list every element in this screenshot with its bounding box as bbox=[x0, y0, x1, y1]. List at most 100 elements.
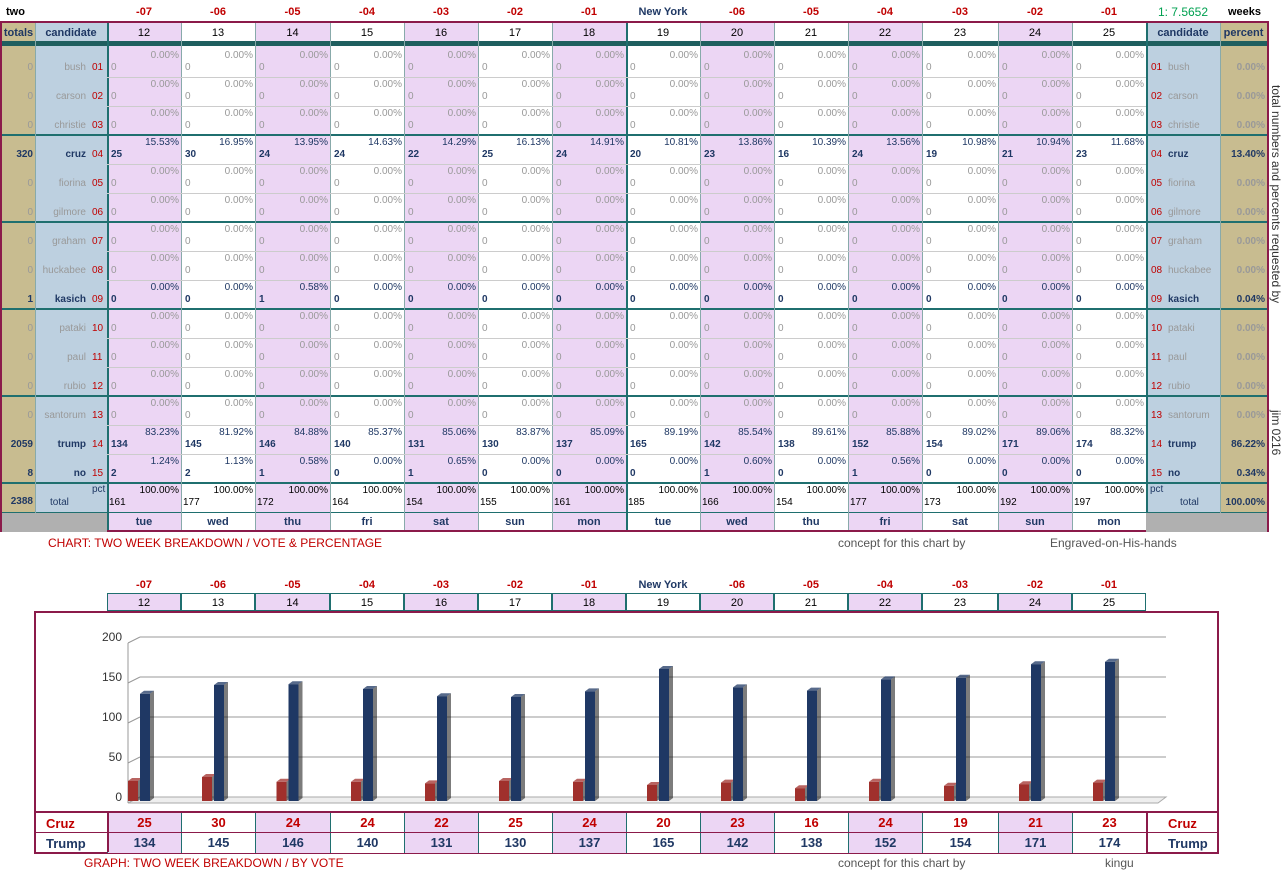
cell-count: 0 bbox=[334, 207, 340, 218]
bar-trump bbox=[1031, 664, 1041, 801]
cell-percent: 0.00% bbox=[447, 369, 476, 380]
cell-percent: 0.00% bbox=[447, 398, 476, 409]
weekday: wed bbox=[726, 516, 748, 528]
graph-day: 19 bbox=[626, 593, 700, 611]
candidate-index: 10 bbox=[92, 323, 104, 334]
cell-count: 23 bbox=[704, 149, 716, 160]
bar-top-trump bbox=[1105, 658, 1119, 662]
cell-count: 0 bbox=[852, 352, 858, 363]
bar-top-cruz bbox=[1093, 779, 1107, 783]
day-offset: -02 bbox=[507, 6, 523, 18]
cell-percent: 0.00% bbox=[224, 224, 253, 235]
cell-percent: 0.00% bbox=[299, 50, 328, 61]
cell-count: 0 bbox=[852, 236, 858, 247]
cell-percent: 0.00% bbox=[224, 282, 253, 293]
cell-count: 0 bbox=[926, 62, 932, 73]
weekday: sat bbox=[433, 516, 449, 528]
column-divider bbox=[774, 23, 775, 530]
cell-percent: 0.00% bbox=[595, 398, 624, 409]
pct-label: pct bbox=[92, 484, 106, 495]
cell-count: 0 bbox=[556, 352, 562, 363]
cell-count: 0 bbox=[1076, 323, 1082, 334]
bar-side-trump bbox=[891, 676, 895, 801]
legend-cruz: Cruz bbox=[46, 816, 75, 831]
cell-percent: 0.00% bbox=[1041, 340, 1070, 351]
cell-percent: 0.00% bbox=[1041, 79, 1070, 90]
bar-trump bbox=[363, 689, 373, 801]
y-tick-label: 0 bbox=[115, 790, 122, 804]
candidate-name-right: kasich bbox=[1168, 294, 1200, 305]
total-label-right: total bbox=[1180, 497, 1199, 508]
candidate-percent: 0.00% bbox=[1236, 323, 1265, 334]
candidate-index: 13 bbox=[92, 410, 104, 421]
candidate-index: 14 bbox=[92, 439, 104, 450]
cell-count: 140 bbox=[334, 439, 351, 450]
cell-count: 0 bbox=[482, 323, 488, 334]
cell-count: 0 bbox=[482, 91, 488, 102]
candidate-index: 02 bbox=[92, 91, 104, 102]
cell-count: 0 bbox=[408, 294, 414, 305]
cell-percent: 0.00% bbox=[373, 282, 402, 293]
graph-concept-label: concept for this chart by bbox=[838, 856, 966, 870]
value-trump: 171 bbox=[998, 833, 1072, 853]
cell-count: 0 bbox=[334, 410, 340, 421]
cell-count: 0 bbox=[1002, 265, 1008, 276]
cell-count: 0 bbox=[111, 410, 117, 421]
cell-percent: 0.00% bbox=[891, 369, 920, 380]
total-percent-cell: 100.00% bbox=[1104, 485, 1144, 496]
day-column bbox=[255, 23, 330, 530]
candidate-name-right: carson bbox=[1168, 91, 1199, 102]
bottom-left-divider bbox=[107, 813, 109, 852]
cell-percent: 0.00% bbox=[150, 224, 179, 235]
cell-count: 0 bbox=[259, 207, 265, 218]
cell-count: 0 bbox=[630, 207, 636, 218]
cell-count: 0 bbox=[408, 207, 414, 218]
cell-percent: 0.00% bbox=[1115, 50, 1144, 61]
cell-percent: 0.00% bbox=[1115, 253, 1144, 264]
cell-percent: 0.00% bbox=[1115, 311, 1144, 322]
cell-percent: 0.00% bbox=[299, 311, 328, 322]
cell-percent: 0.00% bbox=[967, 108, 996, 119]
cell-count: 0 bbox=[778, 236, 784, 247]
cell-percent: 0.58% bbox=[299, 456, 328, 467]
weekday: sat bbox=[952, 516, 968, 528]
bar-top-trump bbox=[733, 684, 747, 688]
total-percent-cell: 100.00% bbox=[584, 485, 624, 496]
bar-top-cruz bbox=[795, 785, 809, 789]
day-offset: -06 bbox=[729, 6, 745, 18]
candidate-index-right: 03 bbox=[1151, 120, 1163, 131]
cell-count: 0 bbox=[926, 236, 932, 247]
cell-percent: 0.00% bbox=[669, 311, 698, 322]
cell-percent: 0.00% bbox=[967, 253, 996, 264]
cell-percent: 0.56% bbox=[891, 456, 920, 467]
cell-percent: 0.00% bbox=[447, 224, 476, 235]
cell-percent: 0.00% bbox=[299, 195, 328, 206]
candidate-total: 8 bbox=[27, 468, 33, 479]
cell-percent: 0.00% bbox=[521, 311, 550, 322]
cell-count: 0 bbox=[556, 62, 562, 73]
cell-percent: 13.56% bbox=[886, 137, 920, 148]
bar-trump bbox=[288, 684, 299, 801]
weekday-left-block bbox=[2, 513, 107, 532]
cell-percent: 0.00% bbox=[967, 282, 996, 293]
bar-side-trump bbox=[669, 666, 673, 801]
total-count: 172 bbox=[257, 497, 274, 508]
cell-percent: 0.00% bbox=[1041, 253, 1070, 264]
candidate-total: 0 bbox=[27, 178, 33, 189]
cell-count: 0 bbox=[1076, 120, 1082, 131]
cell-count: 25 bbox=[482, 149, 494, 160]
cell-count: 0 bbox=[926, 352, 932, 363]
cell-percent: 1.24% bbox=[150, 456, 179, 467]
candidate-percent: 0.04% bbox=[1236, 294, 1265, 305]
cell-count: 0 bbox=[1002, 468, 1008, 479]
candidate-total: 0 bbox=[27, 352, 33, 363]
cell-percent: 0.00% bbox=[1115, 369, 1144, 380]
candidate-total: 0 bbox=[27, 236, 33, 247]
cell-count: 0 bbox=[185, 62, 191, 73]
cell-percent: 0.00% bbox=[967, 398, 996, 409]
cell-count: 0 bbox=[259, 236, 265, 247]
value-cruz: 23 bbox=[1072, 813, 1146, 833]
bar-top-cruz bbox=[647, 782, 661, 785]
cell-percent: 1.13% bbox=[224, 456, 253, 467]
cell-percent: 0.00% bbox=[373, 456, 402, 467]
